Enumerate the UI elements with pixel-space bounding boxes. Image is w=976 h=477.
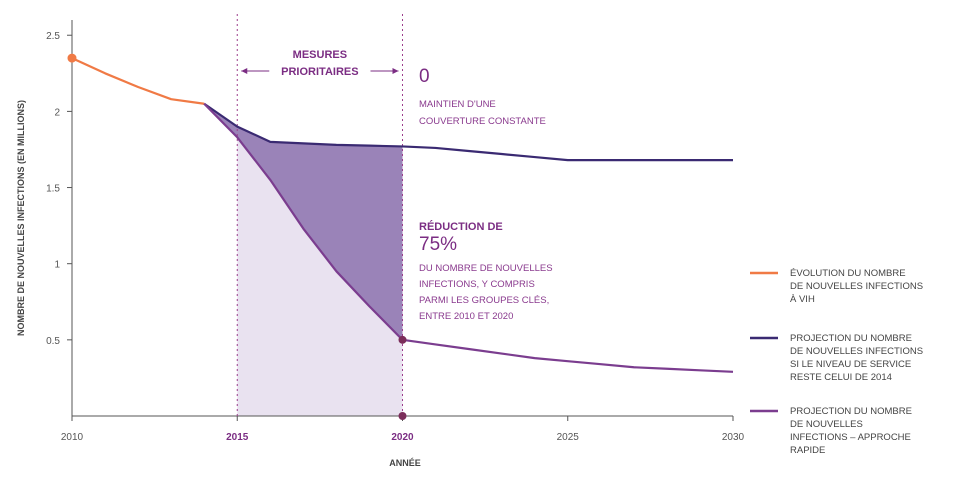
legend: ÉVOLUTION DU NOMBRE DE NOUVELLES INFECTIO… [750,268,923,456]
reduction-title: RÉDUCTION DE [419,220,503,233]
series-line-2 [203,102,734,373]
axis-2020-point [398,412,407,420]
fast-track-window-area [237,137,403,416]
y-tick-label: 1.5 [46,184,60,195]
reduction-text: DU NOMBRE DE NOUVELLES [419,263,553,274]
series-line-1 [203,102,733,162]
x-axis-label: ANNÉE [389,458,421,468]
constant-text: MAINTIEN D'UNE [419,99,496,110]
window-label: MESURES [293,49,347,61]
x-tick-label: 2015 [226,432,249,443]
reduction-text: PARMI LES GROUPES CLÉS, [419,295,549,306]
legend-label-2: PROJECTION DU NOMBRE [790,406,912,417]
window-arrowhead-right [392,68,399,74]
annotation-layer: MESURES PRIORITAIRES 0 MAINTIEN D'UNE COUVER… [241,49,553,322]
window-arrowhead-left [241,68,248,74]
legend-label-2: DE NOUVELLES [790,419,863,430]
fast-track-2020-point [398,335,407,344]
window-label: PRIORITAIRES [281,66,358,78]
y-tick-label: 1 [54,260,60,271]
legend-label-0: DE NOUVELLES INFECTIONS [790,281,923,292]
y-axis-label: NOMBRE DE NOUVELLES INFECTIONS (EN MILLI… [16,100,26,336]
legend-label-1: SI LE NIVEAU DE SERVICE [790,359,911,370]
reduction-value: 75% [419,234,457,255]
x-tick-label: 2020 [391,432,414,443]
constant-text: COUVERTURE CONSTANTE [419,116,546,127]
x-tick-label: 2030 [722,432,745,443]
x-tick-label: 2010 [61,432,84,443]
averted-infections-area [204,103,403,340]
y-tick-label: 0.5 [46,336,60,347]
series-start-point [67,53,77,63]
legend-label-2: RAPIDE [790,445,825,456]
reduction-text: INFECTIONS, Y COMPRIS [419,279,535,290]
constant-value: 0 [419,66,430,87]
axes-layer: 2010 2015 2020 2025 2030 0.5 1 1.5 2 2.5 ANNÉE NOMB… [16,14,745,468]
series-layer [67,53,734,420]
x-tick-label: 2025 [557,432,580,443]
y-tick-label: 2.5 [46,31,60,42]
series-line-0 [71,57,205,105]
legend-label-0: ÉVOLUTION DU NOMBRE [790,268,906,279]
legend-label-1: PROJECTION DU NOMBRE [790,333,912,344]
legend-label-1: DE NOUVELLES INFECTIONS [790,346,923,357]
legend-label-0: À VIH [790,294,815,305]
y-tick-label: 2 [54,107,60,118]
shading-layer [204,103,403,416]
reduction-text: ENTRE 2010 ET 2020 [419,311,513,322]
legend-label-2: INFECTIONS – APPROCHE [790,432,911,443]
legend-label-1: RESTE CELUI DE 2014 [790,372,892,383]
